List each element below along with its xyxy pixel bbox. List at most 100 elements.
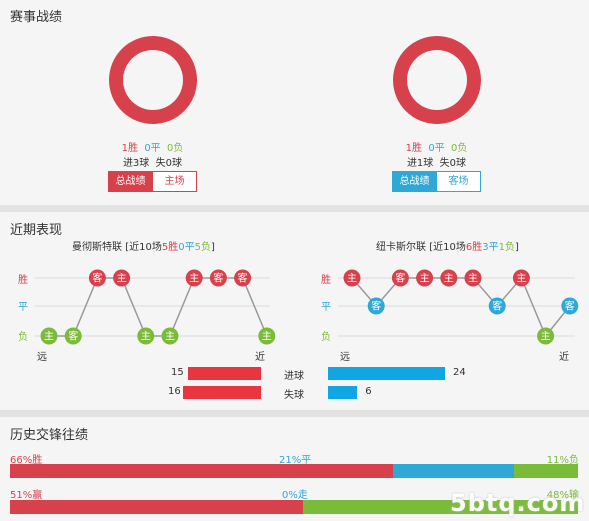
away-team-name: 纽卡斯尔联 bbox=[376, 242, 426, 253]
form-point: 主 bbox=[258, 327, 276, 345]
home-recent-wins: 5胜 bbox=[161, 242, 179, 253]
form-point-marker bbox=[561, 297, 579, 315]
form-point-venue: 主 bbox=[347, 273, 357, 285]
form-point: 客 bbox=[209, 269, 227, 287]
away-summary-prefix: [近10场 bbox=[429, 242, 466, 253]
form-point-marker bbox=[64, 327, 82, 345]
away-form-chart: 主客客主主主客主主客 bbox=[338, 269, 579, 345]
form-point: 客 bbox=[64, 327, 82, 345]
form-point: 客 bbox=[561, 297, 579, 315]
form-point-venue: 主 bbox=[189, 273, 199, 285]
home-record-wdl: 1胜 0平 0负 bbox=[0, 139, 305, 154]
away-total-record-button[interactable]: 总战绩 bbox=[392, 171, 437, 192]
home-axis-win: 胜 bbox=[18, 275, 28, 286]
handicap-loss-label: 48%输 bbox=[546, 490, 579, 501]
home-venue-button[interactable]: 主场 bbox=[152, 171, 197, 192]
form-point-venue: 客 bbox=[565, 300, 575, 313]
form-point-venue: 主 bbox=[444, 273, 454, 285]
form-point: 主 bbox=[537, 327, 555, 345]
history-panel: 历史交锋往绩 66%胜 21%平 11%负 51%赢 0%走 48%输 5btq… bbox=[0, 417, 589, 521]
home-recent-losses: 5负 bbox=[194, 242, 211, 253]
away-recent-draws: 3平 bbox=[482, 242, 499, 253]
form-point: 主 bbox=[440, 269, 458, 287]
form-point-venue: 客 bbox=[395, 272, 405, 285]
away-draw-count: 0平 bbox=[428, 143, 445, 154]
home-axis-draw: 平 bbox=[18, 302, 28, 313]
away-record-donut bbox=[393, 36, 481, 124]
home-total-record-button[interactable]: 总战绩 bbox=[108, 171, 153, 192]
history-win-label: 66%胜 bbox=[10, 455, 43, 466]
form-point-marker bbox=[440, 269, 458, 287]
form-point-venue: 客 bbox=[92, 272, 102, 285]
form-point-venue: 客 bbox=[492, 300, 502, 313]
form-line bbox=[49, 277, 268, 337]
home-scored-value: 15 bbox=[171, 367, 184, 378]
home-axis-loss: 负 bbox=[18, 332, 28, 343]
form-point: 主 bbox=[464, 269, 482, 287]
away-recent-wins: 6胜 bbox=[465, 242, 483, 253]
away-loss-count: 0负 bbox=[451, 143, 468, 154]
away-goals-conceded: 失0球 bbox=[439, 158, 467, 169]
section-title-recent: 近期表现 bbox=[10, 223, 63, 238]
home-recent-draws: 0平 bbox=[178, 242, 195, 253]
away-recent-losses: 1负 bbox=[498, 242, 515, 253]
form-point-venue: 主 bbox=[141, 331, 151, 343]
home-record-donut bbox=[109, 36, 197, 124]
form-point: 主 bbox=[416, 269, 434, 287]
form-point: 主 bbox=[185, 269, 203, 287]
handicap-win-segment bbox=[10, 500, 303, 514]
away-axis-loss: 负 bbox=[321, 332, 331, 343]
home-conceded-value: 16 bbox=[168, 386, 181, 397]
form-point: 主 bbox=[113, 269, 131, 287]
form-point-venue: 客 bbox=[238, 272, 248, 285]
watermark-logo: 5btq.com bbox=[450, 489, 586, 517]
away-summary-suffix: ] bbox=[514, 242, 519, 253]
form-point-marker bbox=[209, 269, 227, 287]
away-conceded-value: 6 bbox=[365, 386, 372, 397]
home-goals-conceded: 失0球 bbox=[155, 158, 183, 169]
home-conceded-bar bbox=[183, 386, 261, 399]
form-point-venue: 主 bbox=[420, 273, 430, 285]
form-point: 客 bbox=[488, 297, 506, 315]
away-axis-far: 远 bbox=[340, 352, 350, 363]
home-loss-count: 0负 bbox=[167, 143, 184, 154]
form-point-venue: 主 bbox=[262, 331, 272, 343]
home-recent-header: 曼彻斯特联 [近10场5胜0平5负] bbox=[72, 238, 215, 253]
conceded-label: 失球 bbox=[284, 390, 304, 401]
record-panel: 赛事战绩 1胜 0平 0负 进3球 失0球 总战绩 主场 1胜 0平 0负 进1… bbox=[0, 0, 589, 205]
away-win-count: 1胜 bbox=[405, 143, 422, 154]
home-axis-far: 远 bbox=[37, 352, 47, 363]
form-point-venue: 主 bbox=[44, 331, 54, 343]
away-record-wdl: 1胜 0平 0负 bbox=[284, 139, 589, 154]
section-title-history: 历史交锋往绩 bbox=[10, 428, 89, 443]
away-conceded-bar bbox=[328, 386, 358, 399]
section-title-record: 赛事战绩 bbox=[10, 10, 63, 25]
form-point-venue: 主 bbox=[516, 273, 526, 285]
form-point-venue: 主 bbox=[165, 331, 175, 343]
history-draw-label: 21%平 bbox=[279, 455, 312, 466]
form-point-marker bbox=[88, 269, 106, 287]
handicap-push-label: 0%走 bbox=[282, 490, 308, 501]
home-win-count: 1胜 bbox=[121, 143, 138, 154]
form-point: 客 bbox=[234, 269, 252, 287]
form-point-venue: 客 bbox=[68, 330, 78, 343]
form-point-marker bbox=[537, 327, 555, 345]
form-point-marker bbox=[113, 269, 131, 287]
form-point: 主 bbox=[40, 327, 58, 345]
form-point-marker bbox=[234, 269, 252, 287]
home-goals-scored: 进3球 bbox=[122, 158, 150, 169]
history-loss-segment bbox=[514, 464, 578, 478]
away-venue-button[interactable]: 客场 bbox=[436, 171, 481, 192]
scored-label: 进球 bbox=[284, 371, 304, 382]
away-axis-draw: 平 bbox=[321, 302, 331, 313]
home-summary-prefix: [近10场 bbox=[125, 242, 162, 253]
home-scored-bar bbox=[187, 367, 261, 380]
form-point-venue: 客 bbox=[371, 300, 381, 313]
form-point: 客 bbox=[367, 297, 385, 315]
handicap-loss-segment bbox=[302, 500, 578, 514]
form-point: 主 bbox=[161, 327, 179, 345]
form-point-marker bbox=[416, 269, 434, 287]
history-win-segment bbox=[10, 464, 393, 478]
form-point-venue: 客 bbox=[213, 272, 223, 285]
away-scored-bar bbox=[328, 367, 445, 380]
